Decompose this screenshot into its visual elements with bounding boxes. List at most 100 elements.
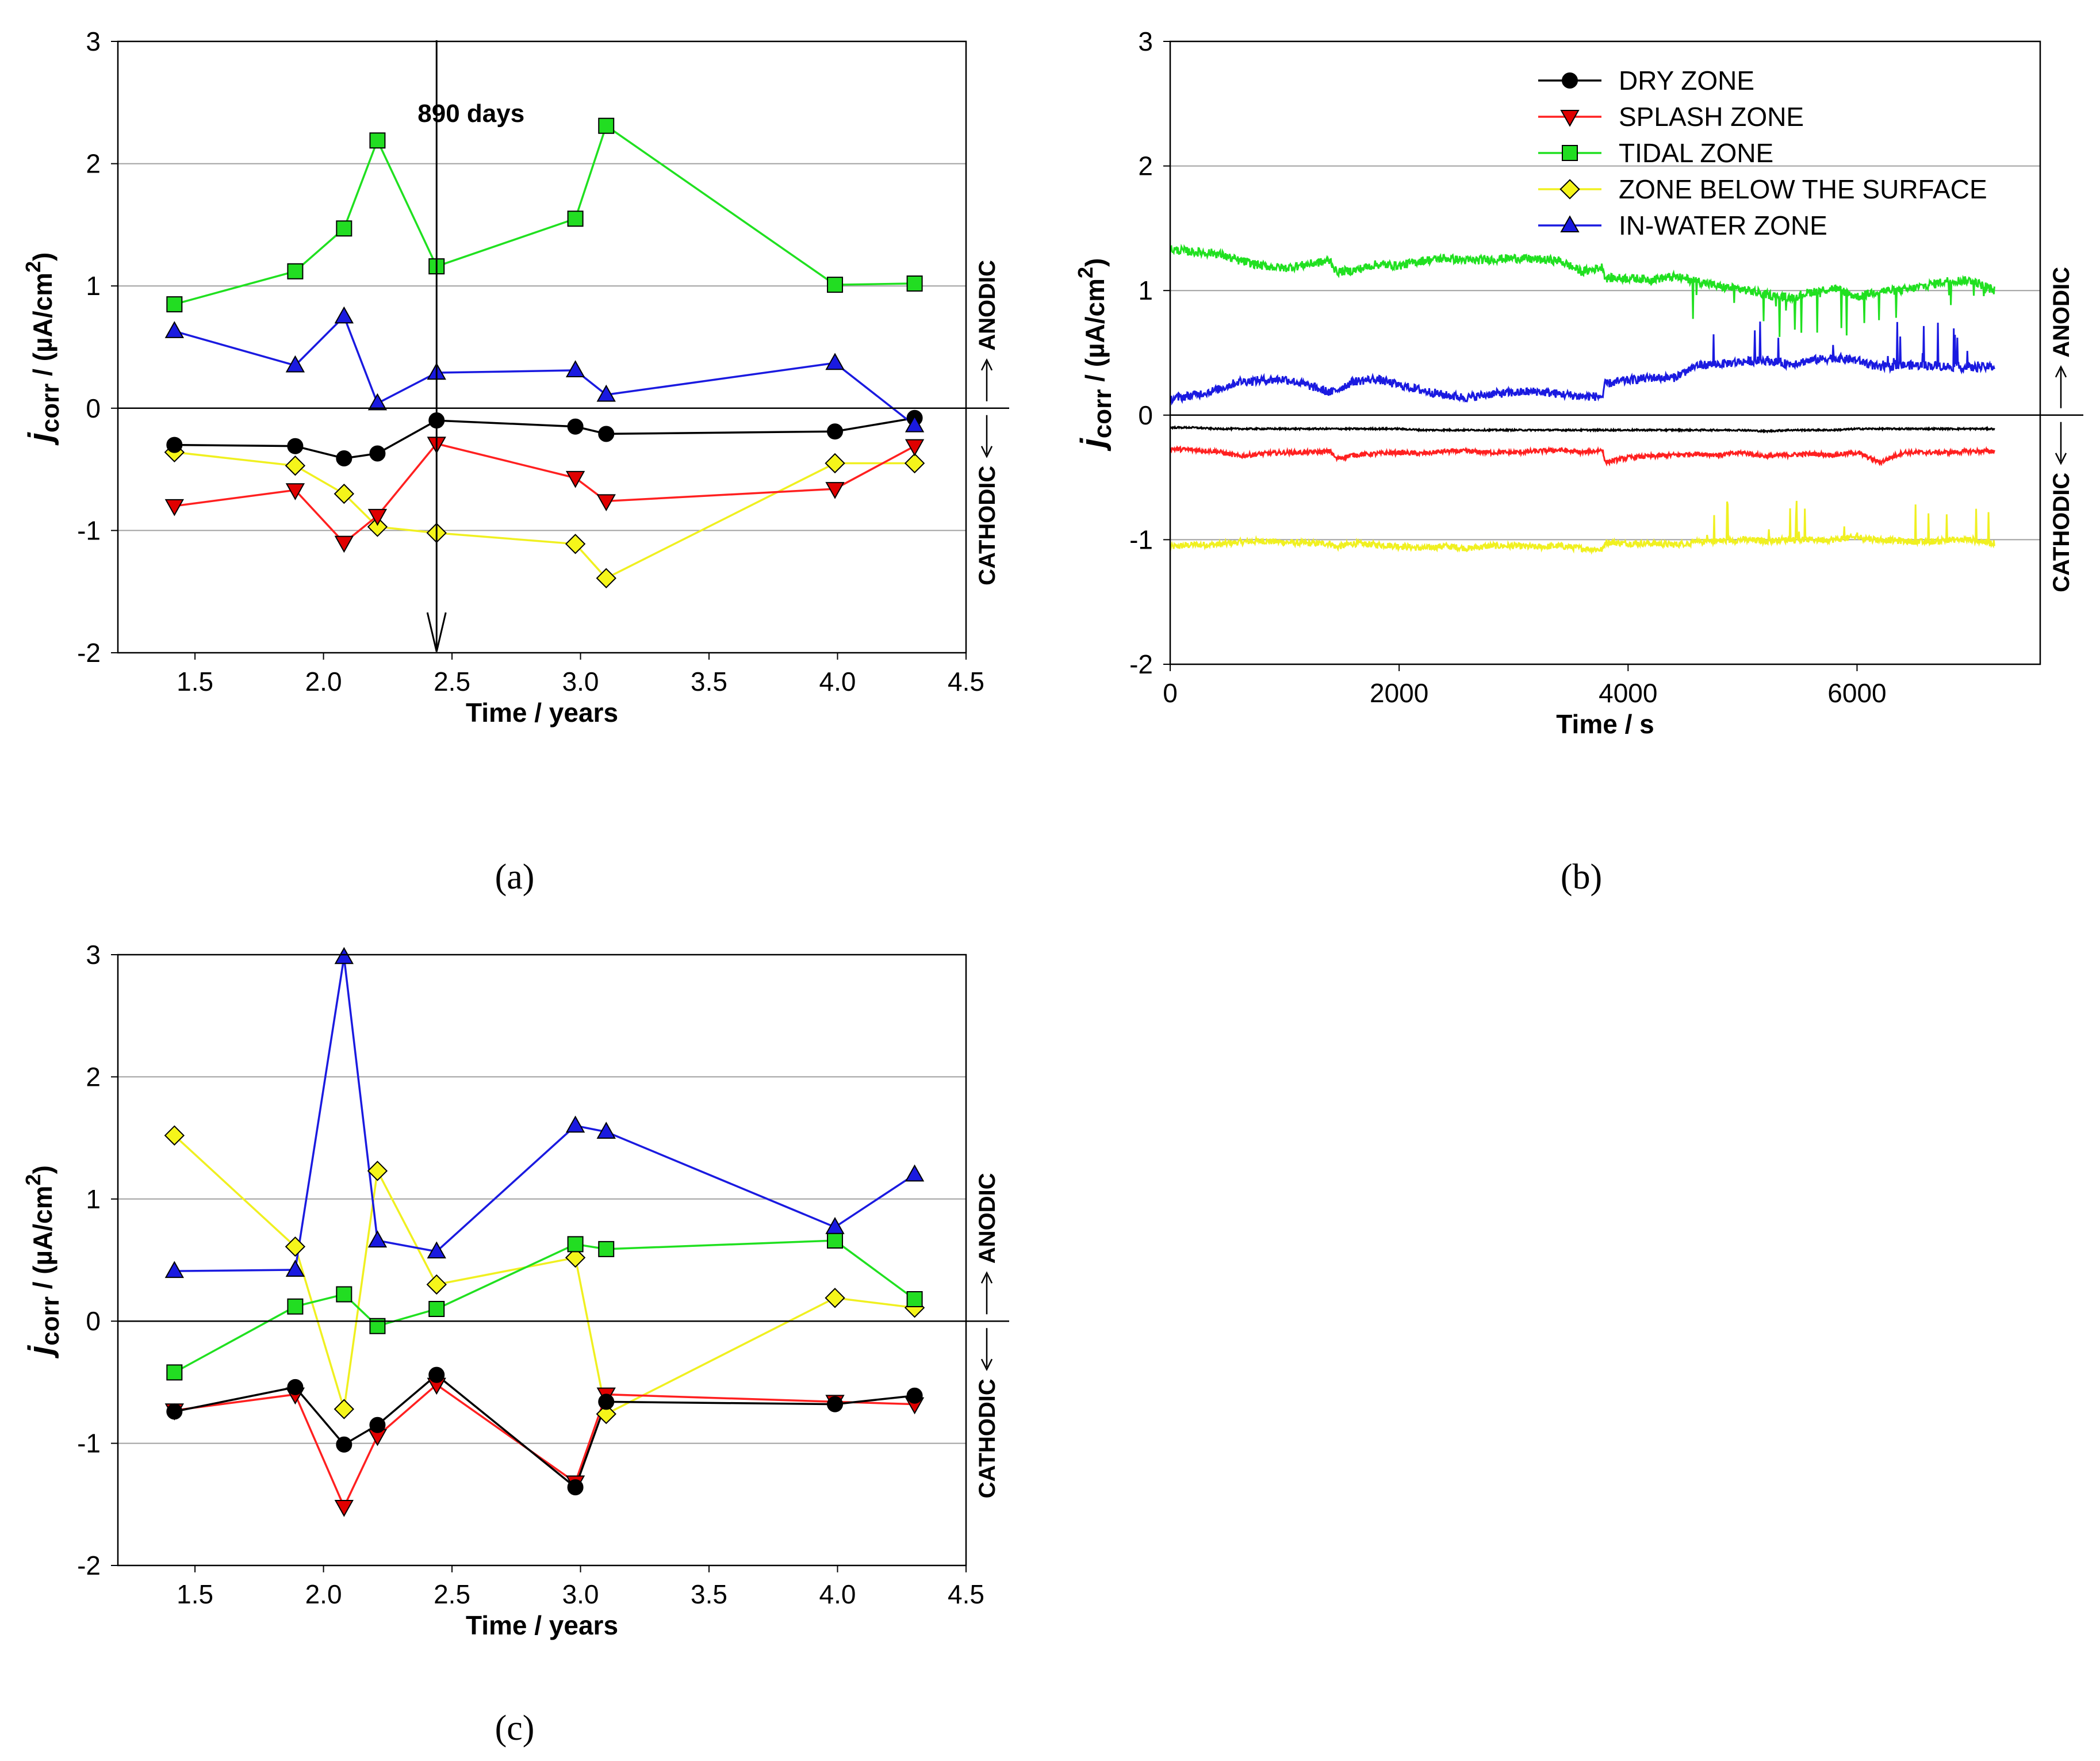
data-point-tidal bbox=[906, 275, 923, 292]
y-tick-label: 0 bbox=[1138, 400, 1153, 430]
data-point-dry bbox=[369, 445, 386, 462]
anodic-label: ANODIC bbox=[975, 1173, 1000, 1264]
data-point-dry bbox=[827, 423, 844, 440]
plot-frame bbox=[117, 954, 967, 1567]
legend-marker-tidal bbox=[1562, 145, 1578, 161]
data-point-water bbox=[565, 1115, 585, 1133]
series-line-water bbox=[1170, 321, 1995, 406]
x-tick-label: 1.5 bbox=[177, 1579, 213, 1609]
y-tick-label: 0 bbox=[86, 1306, 101, 1336]
x-tick-label: 3.0 bbox=[562, 667, 599, 696]
data-point-tidal bbox=[287, 263, 304, 280]
y-tick-label: 1 bbox=[1138, 275, 1153, 305]
x-tick-label: 4.0 bbox=[819, 667, 856, 696]
data-point-water bbox=[367, 1230, 388, 1248]
data-point-water bbox=[285, 1260, 305, 1277]
legend-label-splash: SPLASH ZONE bbox=[1619, 102, 1804, 132]
data-point-below bbox=[334, 1399, 354, 1419]
plot-area bbox=[1170, 243, 1995, 555]
data-point-water bbox=[164, 321, 184, 338]
data-point-dry bbox=[598, 426, 615, 442]
y-tick-label: -2 bbox=[77, 638, 101, 668]
x-tick-label: 3.0 bbox=[562, 1579, 599, 1609]
cathodic-arrowhead bbox=[980, 446, 993, 458]
data-point-water bbox=[596, 384, 616, 402]
data-point-splash bbox=[285, 483, 305, 500]
legend-label-tidal: TIDAL ZONE bbox=[1619, 138, 1773, 168]
series-line-tidal bbox=[174, 124, 915, 305]
series-line-splash bbox=[1170, 445, 1995, 467]
x-tick-label: 0 bbox=[1163, 678, 1178, 708]
data-point-dry bbox=[336, 1436, 352, 1453]
data-point-below bbox=[334, 483, 354, 504]
x-tick-label: 3.5 bbox=[691, 1579, 727, 1609]
anodic-label: ANODIC bbox=[2049, 267, 2074, 358]
data-point-dry bbox=[428, 1366, 445, 1383]
panel-label: (b) bbox=[1561, 857, 1602, 897]
y-tick-label: 2 bbox=[1138, 151, 1153, 181]
data-point-dry bbox=[287, 1379, 304, 1395]
series-line-splash bbox=[174, 442, 915, 545]
y-tick-label: 0 bbox=[86, 393, 101, 423]
y-tick-label: -2 bbox=[1129, 649, 1153, 679]
data-point-tidal bbox=[166, 1364, 183, 1381]
data-point-dry bbox=[567, 418, 584, 435]
cathodic-arrowhead bbox=[2055, 453, 2067, 465]
x-tick-label: 4.5 bbox=[948, 667, 984, 696]
annotation-label: 890 days bbox=[417, 99, 524, 128]
data-point-water bbox=[285, 355, 305, 373]
plot-frame bbox=[117, 40, 967, 654]
series-line-water bbox=[174, 315, 915, 426]
data-point-below bbox=[285, 455, 306, 476]
series-line-below bbox=[1170, 500, 1995, 555]
annotation-arrowhead bbox=[426, 612, 447, 652]
data-point-water bbox=[427, 1241, 446, 1259]
legend: DRY ZONE SPLASH ZONE TIDAL ZONE ZONE BELOW … bbox=[1538, 66, 1987, 240]
legend-marker-splash bbox=[1560, 109, 1580, 127]
data-point-water bbox=[905, 415, 925, 432]
data-point-below bbox=[825, 453, 845, 474]
legend-label-dry: DRY ZONE bbox=[1619, 66, 1754, 95]
legend-marker-dry bbox=[1562, 72, 1578, 89]
anodic-label: ANODIC bbox=[975, 260, 1000, 351]
data-point-below bbox=[367, 516, 388, 537]
x-tick-label: 3.5 bbox=[691, 667, 727, 696]
data-point-below bbox=[164, 1125, 185, 1146]
data-point-tidal bbox=[369, 132, 386, 149]
data-point-water bbox=[164, 1261, 184, 1278]
y-tick-label: 3 bbox=[86, 940, 101, 970]
series-line-dry bbox=[1170, 425, 1995, 434]
data-point-splash bbox=[367, 508, 388, 526]
data-point-below bbox=[285, 1236, 306, 1257]
data-point-splash bbox=[825, 482, 845, 499]
legend-marker-below bbox=[1559, 179, 1580, 200]
x-tick-label: 2.0 bbox=[305, 1579, 342, 1609]
legend-marker-water bbox=[1560, 215, 1580, 233]
y-tick-label: -2 bbox=[77, 1551, 101, 1580]
y-axis-label: jcorr / (µA/cm2) bbox=[1074, 258, 1117, 452]
data-point-tidal bbox=[567, 1236, 584, 1253]
x-axis-label: Time / years bbox=[466, 1610, 618, 1640]
data-point-dry bbox=[336, 450, 352, 466]
data-point-tidal bbox=[598, 117, 615, 134]
data-point-water bbox=[825, 1217, 845, 1234]
data-point-water bbox=[334, 947, 354, 964]
data-point-dry bbox=[827, 1396, 844, 1412]
data-point-below bbox=[904, 453, 925, 474]
y-tick-label: 3 bbox=[1138, 26, 1153, 56]
data-point-splash bbox=[905, 439, 925, 457]
data-point-dry bbox=[166, 437, 183, 453]
series-line-dry bbox=[174, 1373, 915, 1490]
data-point-dry bbox=[287, 438, 304, 454]
data-point-tidal bbox=[906, 1291, 923, 1307]
plot-area bbox=[174, 124, 915, 580]
panel-label: (a) bbox=[495, 857, 535, 897]
x-tick-label: 4000 bbox=[1599, 678, 1657, 708]
x-axis-label: Time / s bbox=[1556, 709, 1654, 739]
cathodic-label: CATHODIC bbox=[975, 1379, 1000, 1498]
data-point-splash bbox=[334, 535, 354, 553]
data-point-below bbox=[565, 1247, 586, 1268]
series-line-tidal bbox=[1170, 243, 1995, 337]
data-point-below bbox=[367, 1161, 388, 1181]
data-point-tidal bbox=[827, 1232, 844, 1249]
